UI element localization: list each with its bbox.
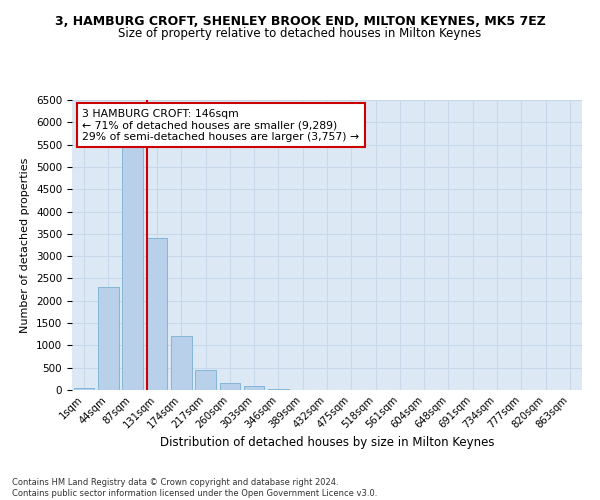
Text: 3 HAMBURG CROFT: 146sqm
← 71% of detached houses are smaller (9,289)
29% of semi: 3 HAMBURG CROFT: 146sqm ← 71% of detache…	[82, 108, 359, 142]
Bar	[268, 388, 289, 390]
Bar	[98, 288, 119, 390]
Bar	[244, 386, 265, 390]
Y-axis label: Number of detached properties: Number of detached properties	[20, 158, 31, 332]
Text: Size of property relative to detached houses in Milton Keynes: Size of property relative to detached ho…	[118, 28, 482, 40]
Bar	[74, 388, 94, 390]
Bar	[122, 127, 143, 390]
Text: Contains HM Land Registry data © Crown copyright and database right 2024.
Contai: Contains HM Land Registry data © Crown c…	[12, 478, 377, 498]
Bar	[146, 238, 167, 390]
Text: 3, HAMBURG CROFT, SHENLEY BROOK END, MILTON KEYNES, MK5 7EZ: 3, HAMBURG CROFT, SHENLEY BROOK END, MIL…	[55, 15, 545, 28]
X-axis label: Distribution of detached houses by size in Milton Keynes: Distribution of detached houses by size …	[160, 436, 494, 449]
Bar	[195, 370, 216, 390]
Bar	[171, 336, 191, 390]
Bar	[220, 384, 240, 390]
